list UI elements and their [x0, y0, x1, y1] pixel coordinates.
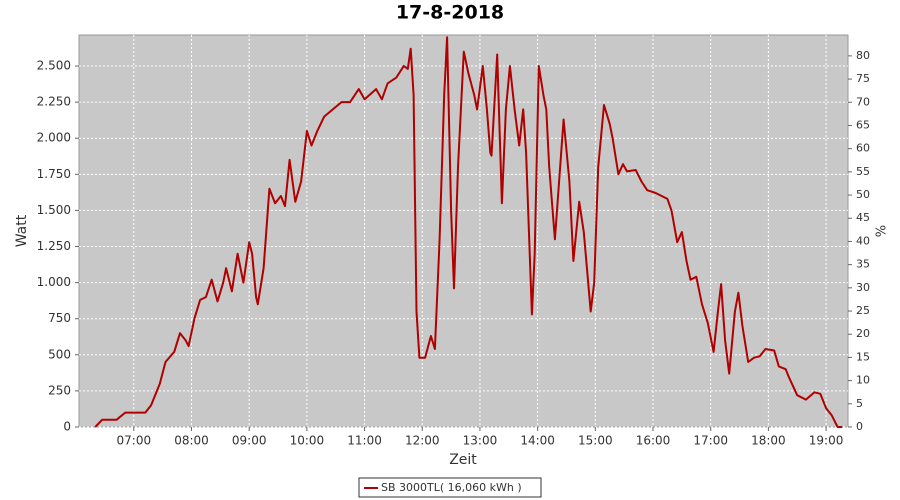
y2-tick-label: 15 [856, 350, 870, 363]
y-tick-label: 2.000 [37, 131, 71, 145]
y2-tick-label: 25 [856, 304, 870, 317]
chart-title: 17-8-2018 [396, 2, 504, 24]
y2-tick-label: 10 [856, 374, 870, 387]
legend-label: SB 3000TL( 16,060 kWh ) [381, 481, 522, 494]
y-tick-label: 500 [48, 347, 71, 361]
x-tick-label: 18:00 [751, 434, 786, 448]
y2-tick-label: 60 [856, 142, 870, 155]
y2-tick-label: 45 [856, 211, 870, 224]
y2-tick-label: 5 [856, 397, 863, 410]
y-tick-label: 1.750 [37, 167, 71, 181]
y-tick-label: 2.250 [37, 95, 71, 109]
x-tick-label: 15:00 [578, 434, 613, 448]
x-tick-label: 09:00 [232, 434, 267, 448]
legend [358, 477, 542, 498]
y-tick-label: 1.500 [37, 203, 71, 217]
x-tick-label: 19:00 [809, 434, 844, 448]
y2-tick-label: 70 [856, 95, 870, 108]
y2-tick-label: 35 [856, 258, 870, 271]
x-tick-label: 11:00 [347, 434, 382, 448]
y2-tick-label: 0 [856, 420, 863, 433]
x-tick-label: 17:00 [693, 434, 728, 448]
y2-tick-label: 80 [856, 49, 870, 62]
data-line [94, 36, 843, 428]
y2-tick-label: 75 [856, 72, 870, 85]
y2-tick-label: 65 [856, 118, 870, 131]
y2-tick-label: 30 [856, 281, 870, 294]
x-tick-label: 07:00 [117, 434, 152, 448]
y2-tick-label: 40 [856, 234, 870, 247]
x-tick-label: 14:00 [520, 434, 555, 448]
plot-area [78, 34, 849, 428]
y2-axis-label: % [875, 225, 890, 237]
y-tick-label: 1.000 [37, 275, 71, 289]
legend-items: SB 3000TL( 16,060 kWh ) [364, 481, 522, 494]
y2-tick-label: 20 [856, 327, 870, 340]
x-tick-label: 10:00 [290, 434, 325, 448]
x-tick-label: 16:00 [636, 434, 671, 448]
marks [94, 36, 843, 428]
x-tick-label: 08:00 [174, 434, 209, 448]
y-tick-label: 750 [48, 311, 71, 325]
x-axis-label: Zeit [449, 452, 477, 468]
y-tick-label: 1.250 [37, 239, 71, 253]
y-axis-label: Watt [14, 214, 30, 247]
y2-tick-label: 55 [856, 165, 870, 178]
x-tick-label: 12:00 [405, 434, 440, 448]
y-tick-label: 2.500 [37, 59, 71, 73]
y2-tick-label: 50 [856, 188, 870, 201]
y-tick-label: 0 [63, 420, 71, 434]
y-tick-label: 250 [48, 383, 71, 397]
x-tick-label: 13:00 [463, 434, 498, 448]
